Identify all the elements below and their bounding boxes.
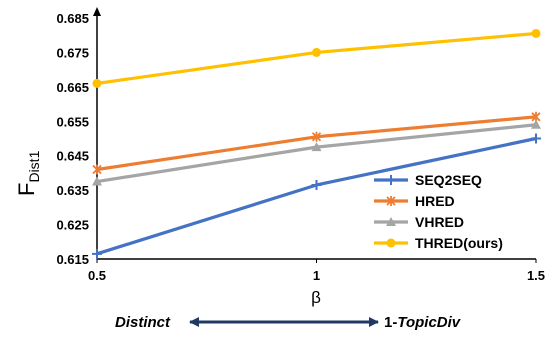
y-tick-labels: 0.615 0.625 0.635 0.645 0.655 0.665 0.675 0.685	[56, 11, 89, 267]
y-axis-label: FDist1	[14, 150, 42, 196]
x-tick-labels: 0.5 1 1.5	[88, 259, 545, 283]
legend-item: SEQ2SEQ	[374, 172, 482, 188]
data-point	[531, 133, 541, 144]
legend-label: VHRED	[415, 214, 464, 230]
data-point	[311, 142, 322, 152]
data-point	[312, 47, 321, 57]
data-point	[92, 164, 102, 175]
legend: SEQ2SEQ HRED VHRED THRED(ours)	[374, 172, 503, 251]
y-tick-label: 0.665	[56, 80, 89, 95]
y-tick-label: 0.615	[56, 252, 89, 267]
y-tick-label: 0.685	[56, 11, 89, 26]
y-tick-label: 0.645	[56, 149, 89, 164]
data-point	[92, 176, 102, 186]
legend-item: THRED(ours)	[374, 235, 503, 251]
legend-item: VHRED	[374, 214, 464, 230]
data-point	[531, 119, 541, 129]
y-tick-label: 0.655	[56, 114, 89, 129]
data-point	[311, 131, 322, 142]
data-point	[531, 28, 541, 38]
distinct-topicdiv-annotation: Distinct 1-TopicDiv	[115, 314, 462, 331]
series-line	[96, 31, 537, 85]
x-axis-label: β	[311, 288, 321, 307]
x-tick-label: 1	[313, 268, 320, 283]
y-tick-label: 0.625	[56, 218, 89, 233]
legend-marker	[386, 196, 396, 206]
legend-marker	[386, 238, 396, 248]
series-thred-ours-	[92, 28, 541, 88]
legend-label: HRED	[415, 193, 455, 209]
data-point	[311, 179, 322, 190]
data-point	[92, 78, 102, 88]
legend-marker	[386, 217, 396, 226]
data-point	[92, 248, 102, 259]
y-tick-label: 0.635	[56, 183, 89, 198]
series-lines	[92, 28, 541, 259]
series-seq2seq	[92, 133, 541, 259]
legend-label: THRED(ours)	[415, 235, 503, 251]
legend-label: SEQ2SEQ	[415, 172, 482, 188]
legend-item: HRED	[374, 193, 455, 209]
series-vhred	[92, 119, 541, 186]
x-tick-label: 0.5	[88, 268, 106, 283]
annotation-right-label: 1-TopicDiv	[384, 314, 462, 331]
legend-marker	[386, 175, 396, 185]
annotation-left-label: Distinct	[115, 314, 171, 331]
y-axis-arrowhead	[93, 7, 101, 16]
x-tick-label: 1.5	[527, 268, 545, 283]
y-tick-label: 0.675	[56, 45, 89, 60]
